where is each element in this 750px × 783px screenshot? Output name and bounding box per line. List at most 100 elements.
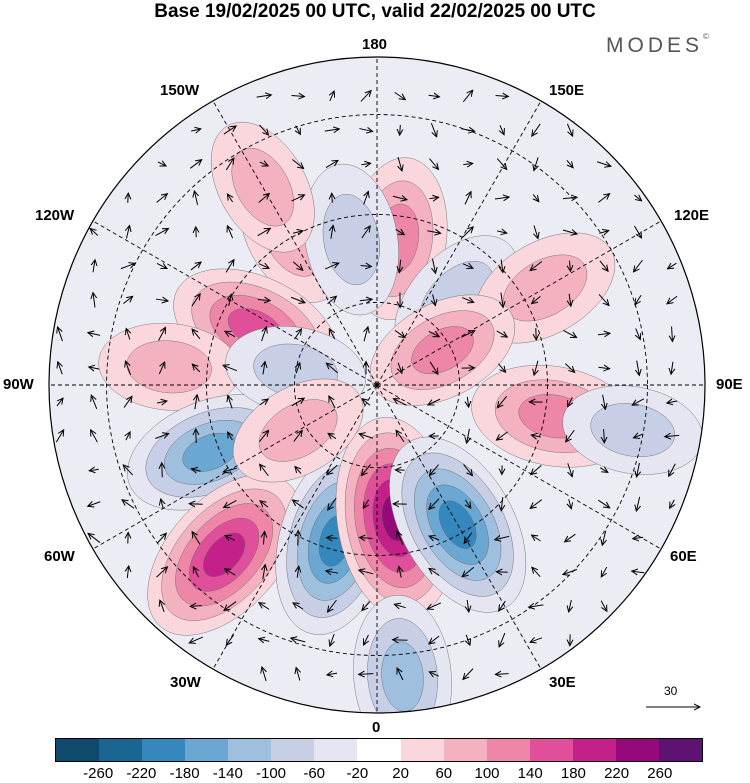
wind-arrow (632, 571, 645, 573)
wind-arrow (598, 367, 609, 368)
wind-arrow (461, 129, 474, 131)
wind-arrow (123, 465, 134, 476)
wind-arrow (263, 565, 265, 580)
wind-arrow (429, 568, 440, 577)
wind-arrow (667, 295, 678, 304)
wind-arrow (224, 499, 237, 507)
wind-arrow (462, 264, 473, 268)
wind-arrow (464, 532, 473, 544)
wind-arrow (599, 231, 608, 234)
colorbar-segment (185, 739, 229, 761)
lon-label-30w: 30W (170, 674, 201, 691)
wind-arrow (293, 430, 302, 442)
lon-label-150e: 150E (549, 82, 585, 99)
wind-arrow (258, 264, 269, 269)
wind-arrow (428, 95, 440, 97)
colorbar-segment (400, 739, 444, 761)
lon-label-120e: 120E (674, 207, 710, 224)
wind-arrow (637, 462, 640, 477)
wind-arrow (633, 537, 644, 538)
wind-arrow (496, 158, 507, 170)
wind-arrow (91, 395, 98, 409)
wind-arrow (531, 464, 542, 474)
brand-text: MODES (606, 34, 704, 57)
wind-arrow (598, 499, 609, 508)
wind-arrow (192, 532, 201, 545)
wind-arrow (291, 398, 304, 407)
colorbar-tick-label: -60 (303, 765, 326, 782)
wind-arrow (125, 361, 132, 376)
wind-arrow (292, 261, 303, 271)
wind-arrow (191, 469, 201, 472)
colorbar-tick-label: 60 (435, 765, 453, 782)
wind-arrow (671, 361, 673, 374)
wind-arrow (229, 294, 231, 306)
colorbar-segment (658, 739, 702, 761)
wind-arrow (394, 91, 406, 99)
wind-arrow (225, 331, 236, 338)
wind-arrow (399, 566, 401, 578)
wind-arrow (293, 603, 304, 610)
wind-arrow (89, 469, 99, 470)
wind-arrow (225, 536, 236, 541)
wind-arrow (259, 124, 268, 135)
wind-arrow (562, 197, 577, 198)
wind-arrow (529, 605, 544, 607)
wind-arrow (665, 435, 680, 436)
wind-arrow (362, 399, 371, 406)
wind-arrow (326, 363, 338, 374)
lon-label-60e: 60E (670, 548, 697, 565)
wind-arrow (126, 432, 130, 441)
wind-arrow (292, 231, 303, 234)
wind-arrow (599, 468, 608, 473)
wind-arrow (329, 396, 336, 409)
colorbar-tick-label: 220 (604, 765, 630, 782)
wind-arrow (394, 330, 405, 337)
wind-arrow (634, 259, 643, 272)
wind-arrow (566, 123, 572, 136)
wind-arrow (532, 295, 541, 303)
wind-arrow (257, 228, 271, 237)
wind-arrow (462, 566, 475, 576)
wind-arrow (534, 225, 538, 238)
wind-arrow (633, 434, 643, 438)
wind-arrow (194, 191, 197, 206)
wind-arrow (227, 194, 232, 203)
wind-arrow (155, 228, 169, 236)
wind-arrow (397, 531, 404, 545)
wind-arrow (263, 362, 265, 375)
wind-arrow (327, 296, 337, 305)
wind-arrow (191, 129, 201, 131)
wind-arrow (359, 434, 374, 438)
wind-arrow (596, 162, 611, 167)
colorbar-segment (357, 739, 401, 761)
wind-arrow (228, 432, 233, 441)
wind-arrow (161, 499, 164, 510)
colorbar-segment (314, 739, 358, 761)
wind-arrow (189, 504, 203, 505)
wind-arrow (635, 294, 642, 304)
colorbar-tick-label: -260 (83, 765, 114, 782)
wind-arrow (158, 327, 166, 341)
wind-arrow (324, 129, 340, 131)
wind-arrow (228, 396, 232, 409)
wind-arrow (566, 159, 573, 167)
wind-arrow (294, 329, 302, 340)
wind-arrow (298, 531, 299, 546)
wind-arrow (465, 499, 471, 508)
wind-arrow (462, 298, 473, 303)
wind-arrow (499, 600, 506, 611)
colorbar-segment (615, 739, 659, 761)
wind-arrow (262, 667, 266, 682)
wind-arrow (599, 260, 608, 271)
wind-arrow (193, 567, 200, 578)
wind-arrow (359, 570, 374, 574)
wind-arrow (190, 160, 201, 169)
wind-arrow (501, 259, 503, 273)
wind-arrow (88, 333, 101, 336)
wind-arrow (433, 294, 436, 305)
wind-arrow (467, 599, 469, 612)
wind-arrow (225, 158, 233, 171)
wind-arrow (327, 673, 338, 675)
